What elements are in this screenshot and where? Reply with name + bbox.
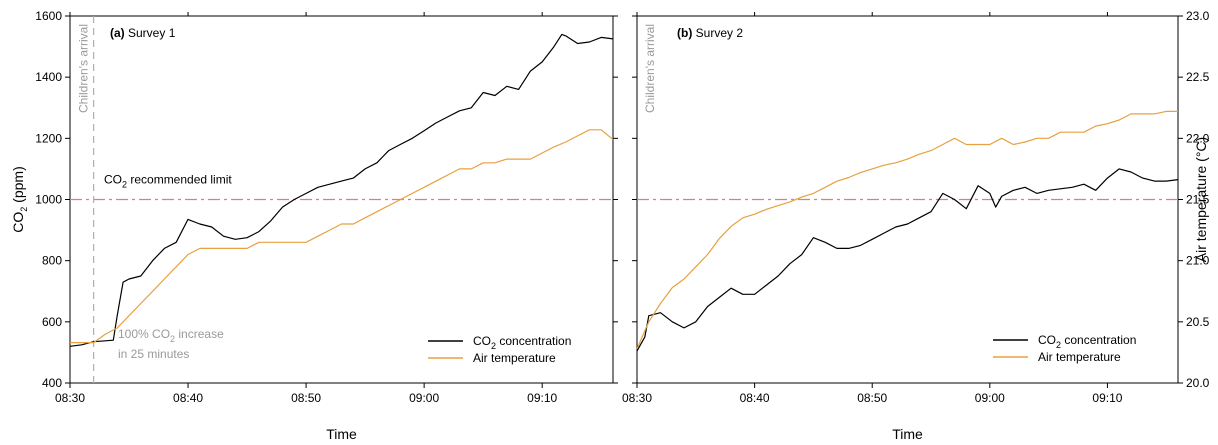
subscript-2: 2 — [170, 334, 175, 344]
panel-title: (b) Survey 2 — [677, 26, 743, 40]
y2-tick-label: 20.0 — [1186, 376, 1210, 390]
legend-label: CO2​ concentration — [1038, 333, 1136, 350]
y-tick-label: 800 — [42, 254, 62, 268]
x-tick-label: 09:00 — [409, 391, 439, 405]
y-tick-label: 600 — [42, 315, 62, 329]
y-tick-label: 1000 — [35, 193, 62, 207]
arrival-label: Children's arrival — [77, 24, 91, 113]
x-tick-label: 08:30 — [622, 391, 652, 405]
subscript-2: 2 — [1056, 340, 1061, 350]
legend-label: Air temperature — [1038, 350, 1121, 364]
x-axis-title: Time — [326, 426, 357, 442]
subscript-2: 2 — [122, 180, 127, 190]
y2-tick-label: 21.0 — [1186, 254, 1210, 268]
y2-tick-label: 20.5 — [1186, 315, 1210, 329]
x-tick-label: 08:40 — [740, 391, 770, 405]
co2-line — [636, 168, 1179, 352]
y2-tick-label: 23.0 — [1186, 9, 1210, 23]
panel-title: (a) Survey 1 — [110, 26, 176, 40]
y-tick-label: 1400 — [35, 70, 62, 84]
panel-b: 08:30 08:40 08:50 09:00 09:10 20.0 20.5 21.0 21.… — [622, 9, 1210, 442]
panel-label: (b) — [677, 26, 692, 40]
y-tick-label: 400 — [42, 376, 62, 390]
co2-line — [69, 33, 614, 347]
panel-a: 08:30 08:40 08:50 09:00 09:10 400 600 800 1000 12… — [10, 9, 618, 442]
subscript-2: 2 — [491, 341, 496, 351]
x-tick-label: 08:50 — [291, 391, 321, 405]
subscript-2: 2 — [19, 207, 29, 212]
x-tick-label: 09:10 — [527, 391, 557, 405]
legend-label: Air temperature — [473, 351, 556, 365]
panel-label: (a) — [110, 26, 125, 40]
x-axis-title: Time — [892, 426, 923, 442]
y2-axis-title: Air temperature (°C) — [1193, 137, 1209, 262]
x-tick-label: 08:30 — [55, 391, 85, 405]
y-tick-label: 1600 — [35, 9, 62, 23]
increase-annotation: in 25 minutes — [118, 347, 189, 361]
air-temperature-line — [636, 110, 1178, 349]
air-temperature-line — [70, 129, 614, 344]
y2-tick-label: 22.5 — [1186, 70, 1210, 84]
x-tick-label: 09:00 — [975, 391, 1005, 405]
panel-title-text: Survey 2 — [692, 26, 743, 40]
x-tick-label: 09:10 — [1092, 391, 1122, 405]
y2-tick-label: 22.0 — [1186, 131, 1210, 145]
legend-label: CO2​ concentration — [473, 334, 571, 351]
recommended-limit-label: CO2​ recommended limit — [104, 173, 232, 190]
x-tick-label: 08:40 — [173, 391, 203, 405]
increase-annotation: 100% CO2​ increase — [118, 327, 224, 344]
x-tick-label: 08:50 — [857, 391, 887, 405]
y-tick-label: 1200 — [35, 131, 62, 145]
y-axis-title: CO2​ (ppm) — [10, 166, 29, 232]
panel-title-text: Survey 1 — [125, 26, 176, 40]
y2-tick-label: 21.5 — [1186, 193, 1210, 207]
arrival-label: Children's arrival — [643, 24, 657, 113]
